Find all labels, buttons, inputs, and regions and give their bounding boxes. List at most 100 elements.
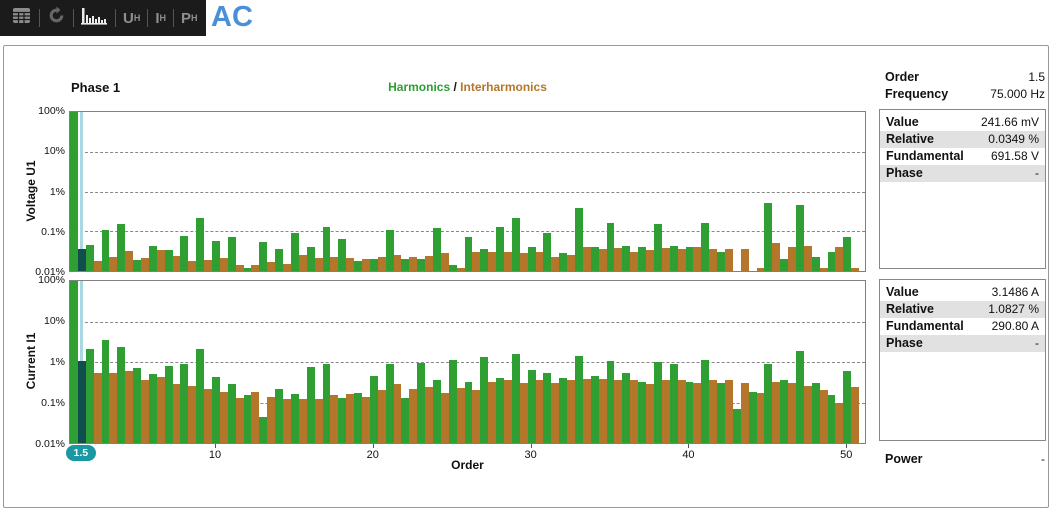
interharmonic-bar[interactable] bbox=[803, 246, 812, 271]
interharmonic-bar[interactable] bbox=[756, 267, 765, 271]
harmonic-bar[interactable] bbox=[622, 246, 631, 271]
harmonic-bar[interactable] bbox=[748, 392, 757, 443]
harmonic-bar[interactable] bbox=[70, 112, 78, 271]
interharmonic-bar[interactable] bbox=[409, 388, 418, 443]
harmonic-bar[interactable] bbox=[101, 229, 110, 271]
interharmonic-bar[interactable] bbox=[661, 247, 670, 271]
harmonic-bar[interactable] bbox=[638, 382, 647, 443]
harmonic-bar[interactable] bbox=[354, 260, 362, 271]
harmonic-bar[interactable] bbox=[701, 359, 710, 443]
interharmonic-bar[interactable] bbox=[377, 390, 386, 443]
interharmonic-bar[interactable] bbox=[361, 259, 370, 271]
harmonic-bar[interactable] bbox=[464, 237, 473, 271]
interharmonic-bar[interactable] bbox=[377, 257, 386, 271]
interharmonic-bar[interactable] bbox=[614, 380, 623, 443]
interharmonic-bar[interactable] bbox=[614, 247, 623, 271]
interharmonic-bar[interactable] bbox=[709, 249, 718, 271]
harmonic-bar[interactable] bbox=[843, 371, 852, 443]
interharmonic-bar[interactable] bbox=[156, 377, 165, 443]
harmonic-bar[interactable] bbox=[590, 247, 599, 271]
harmonic-bar[interactable] bbox=[511, 353, 520, 443]
harmonic-bar[interactable] bbox=[543, 372, 552, 443]
harmonic-bar[interactable] bbox=[338, 397, 347, 443]
interharmonic-bar[interactable] bbox=[235, 397, 244, 443]
harmonic-bar[interactable] bbox=[354, 393, 362, 443]
interharmonic-bar[interactable] bbox=[851, 387, 860, 443]
interharmonic-bar[interactable] bbox=[283, 264, 291, 271]
harmonic-bar[interactable] bbox=[827, 252, 836, 271]
harmonic-bar[interactable] bbox=[85, 348, 94, 443]
interharmonic-bar[interactable] bbox=[346, 394, 355, 443]
interharmonic-bar[interactable] bbox=[188, 260, 197, 271]
harmonic-bar[interactable] bbox=[448, 360, 457, 443]
interharmonic-bar[interactable] bbox=[251, 392, 260, 443]
harmonic-bar[interactable] bbox=[480, 357, 489, 443]
harmonic-bar[interactable] bbox=[227, 236, 236, 271]
harmonic-bar[interactable] bbox=[212, 377, 220, 443]
harmonic-bar[interactable] bbox=[148, 374, 157, 443]
interharmonic-bar[interactable] bbox=[803, 386, 812, 443]
interharmonic-bar[interactable] bbox=[646, 250, 654, 271]
interharmonic-bar[interactable] bbox=[393, 384, 402, 443]
interharmonic-bar[interactable] bbox=[267, 261, 276, 271]
interharmonic-bar[interactable] bbox=[693, 383, 702, 443]
interharmonic-bar[interactable] bbox=[204, 259, 213, 271]
interharmonic-bar[interactable] bbox=[298, 399, 307, 443]
interharmonic-bar[interactable] bbox=[330, 257, 339, 271]
harmonic-bar[interactable] bbox=[559, 253, 568, 271]
harmonics-view-button[interactable] bbox=[75, 0, 114, 36]
interharmonic-bar[interactable] bbox=[851, 267, 860, 271]
harmonic-bar[interactable] bbox=[85, 245, 94, 271]
interharmonic-bar[interactable] bbox=[346, 258, 355, 271]
harmonic-bar[interactable] bbox=[385, 363, 394, 443]
harmonic-bar[interactable] bbox=[732, 408, 741, 443]
interharmonic-bar[interactable] bbox=[504, 252, 512, 271]
harmonic-bar[interactable] bbox=[780, 259, 789, 271]
interharmonic-bar[interactable] bbox=[440, 393, 449, 443]
interharmonic-bar[interactable] bbox=[709, 379, 718, 443]
harmonic-bar[interactable] bbox=[432, 380, 441, 443]
interharmonic-bar[interactable] bbox=[551, 257, 560, 271]
interharmonic-bar[interactable] bbox=[535, 252, 544, 271]
interharmonic-bar[interactable] bbox=[724, 379, 733, 443]
interharmonic-bar[interactable] bbox=[788, 383, 796, 443]
interharmonic-bar[interactable] bbox=[551, 383, 560, 443]
interharmonic-bar[interactable] bbox=[488, 381, 497, 443]
harmonic-bar[interactable] bbox=[669, 246, 678, 271]
interharmonic-bar[interactable] bbox=[646, 384, 654, 443]
interharmonic-bar[interactable] bbox=[535, 380, 544, 443]
harmonic-bar[interactable] bbox=[306, 367, 315, 443]
interharmonic-bar[interactable] bbox=[235, 265, 244, 271]
interharmonic-bar[interactable] bbox=[141, 380, 149, 443]
harmonic-bar[interactable] bbox=[764, 363, 773, 443]
harmonic-bar[interactable] bbox=[685, 382, 694, 443]
interharmonic-bar[interactable] bbox=[724, 249, 733, 271]
interharmonic-bar[interactable] bbox=[772, 381, 781, 443]
interharmonic-bar[interactable] bbox=[456, 387, 465, 443]
harmonic-bar[interactable] bbox=[811, 383, 820, 443]
harmonic-bar[interactable] bbox=[306, 246, 315, 271]
interharmonic-bar[interactable] bbox=[361, 396, 370, 443]
harmonic-bar[interactable] bbox=[575, 356, 583, 443]
interharmonic-bar[interactable] bbox=[677, 249, 686, 271]
harmonic-bar[interactable] bbox=[527, 247, 536, 271]
harmonic-bar[interactable] bbox=[275, 249, 284, 271]
selected-bar[interactable] bbox=[77, 360, 86, 443]
interharmonic-bar[interactable] bbox=[661, 379, 670, 443]
harmonic-bar[interactable] bbox=[101, 340, 110, 443]
interharmonic-bar[interactable] bbox=[125, 371, 134, 443]
voltage-harmonics-plot[interactable] bbox=[69, 111, 866, 272]
harmonic-bar[interactable] bbox=[780, 380, 789, 443]
harmonic-bar[interactable] bbox=[369, 259, 378, 271]
interharmonic-bar[interactable] bbox=[219, 258, 228, 271]
harmonic-bar[interactable] bbox=[180, 235, 189, 271]
interharmonic-bar[interactable] bbox=[756, 393, 765, 443]
interharmonic-bar[interactable] bbox=[819, 267, 828, 271]
selected-order-badge[interactable]: 1.5 bbox=[65, 445, 96, 461]
harmonic-bar[interactable] bbox=[606, 361, 615, 443]
harmonic-bar[interactable] bbox=[385, 229, 394, 271]
harmonic-bar[interactable] bbox=[717, 383, 725, 443]
harmonic-bar[interactable] bbox=[196, 218, 205, 271]
